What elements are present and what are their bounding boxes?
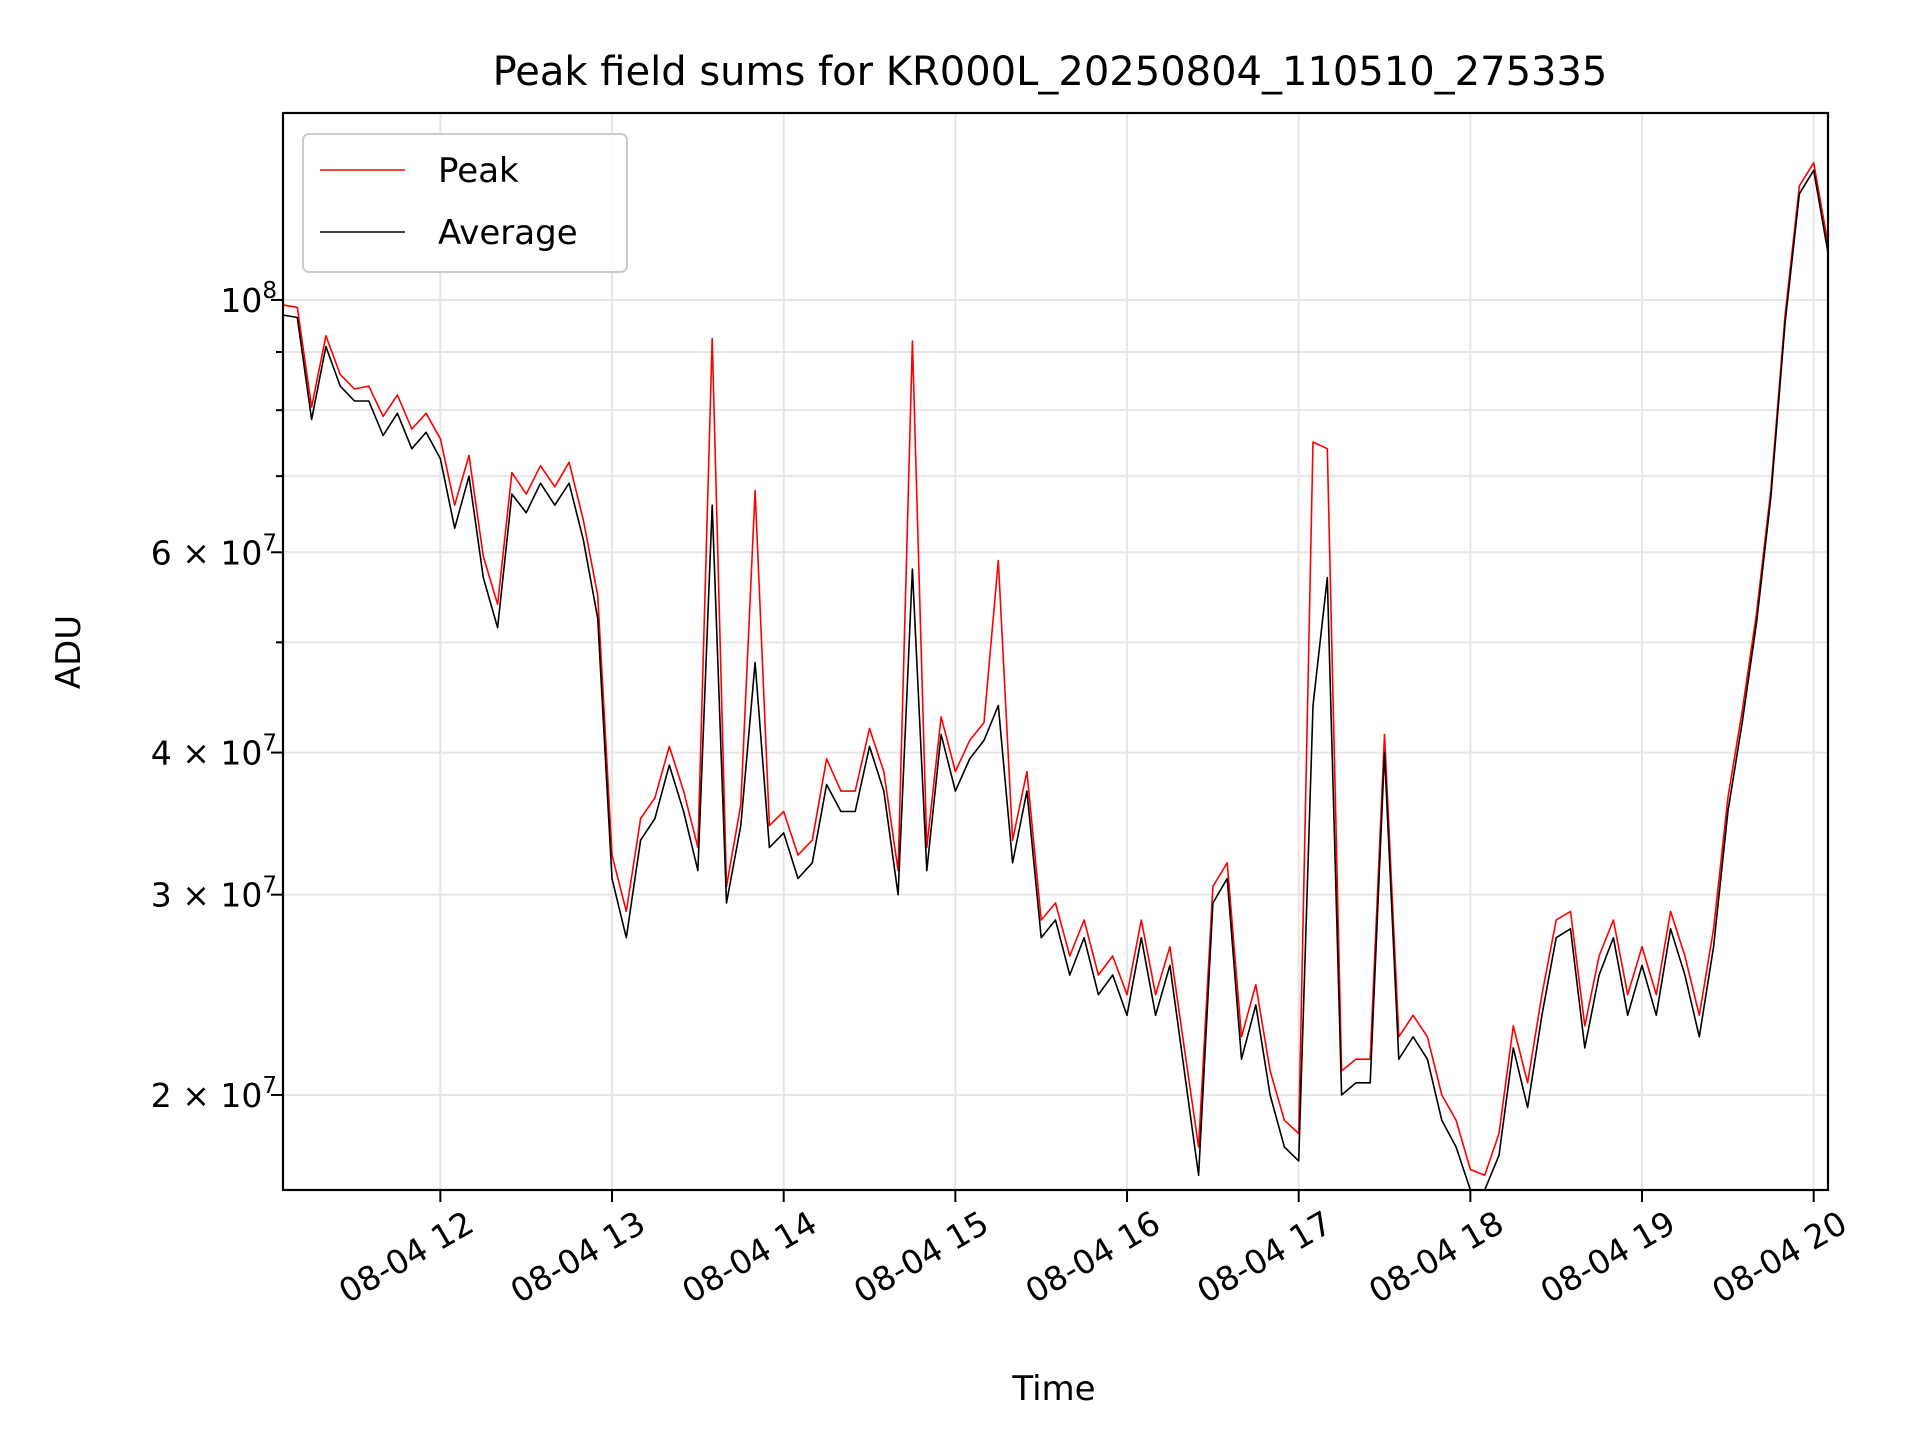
y-axis-label: ADU: [49, 615, 89, 689]
x-tick-label: 08-04 17: [1190, 1203, 1338, 1311]
x-tick-label: 08-04 16: [1019, 1203, 1167, 1311]
plot-frame: [281, 111, 1830, 1192]
legend-label-average: Average: [438, 213, 578, 253]
legend-box: [302, 133, 628, 273]
y-tick-label: 4 × 107: [151, 731, 277, 773]
legend-label-peak: Peak: [438, 151, 519, 191]
y-tick-label: 6 × 107: [151, 530, 277, 572]
series-layer: [282, 162, 1829, 1191]
series-line-average: [282, 169, 1829, 1191]
x-tick-label: 08-04 18: [1362, 1203, 1510, 1311]
x-axis-label: Time: [1011, 1369, 1095, 1409]
x-tick-label: 08-04 14: [675, 1203, 823, 1311]
x-tick-label: 08-04 20: [1705, 1203, 1853, 1311]
y-tick-label: 2 × 107: [151, 1073, 277, 1115]
x-tick-label: 08-04 12: [332, 1203, 480, 1311]
legend: Peak Average: [302, 133, 628, 273]
y-tick-label: 108: [220, 278, 277, 320]
grid-lines: [283, 113, 1828, 1190]
x-tick-label: 08-04 15: [847, 1203, 995, 1311]
series-line-peak: [282, 162, 1829, 1177]
y-tick-label: 3 × 107: [151, 873, 277, 915]
x-tick-label: 08-04 13: [504, 1203, 652, 1311]
x-tick-label: 08-04 19: [1534, 1203, 1682, 1311]
chart-title: Peak field sums for KR000L_20250804_1105…: [493, 49, 1608, 95]
